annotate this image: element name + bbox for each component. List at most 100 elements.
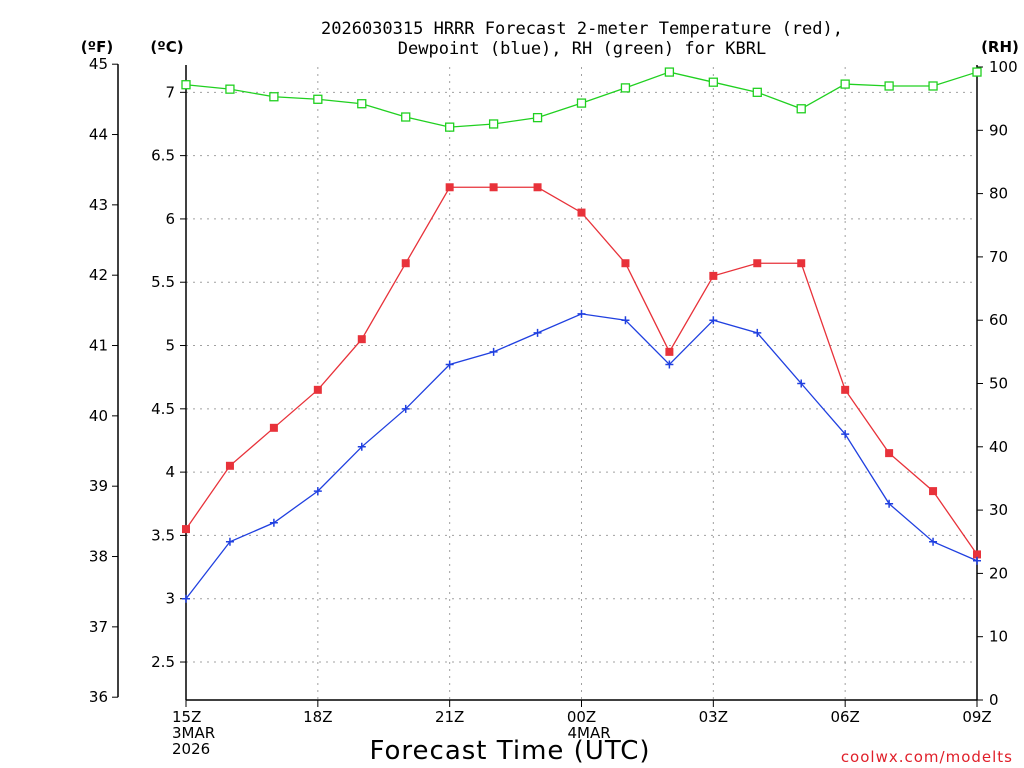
rh-tick-label: 10: [989, 628, 1008, 646]
celsius-tick-label: 3.5: [151, 526, 175, 544]
data-point: [489, 347, 498, 356]
data-point: [665, 347, 674, 356]
x-tick-label: 18Z: [303, 708, 332, 726]
celsius-tick-label: 5.5: [151, 273, 175, 291]
rh-tick-label: 80: [989, 185, 1008, 203]
data-point: [752, 87, 762, 97]
x-tick-label: 15Z: [172, 708, 201, 726]
rh-tick-label: 20: [989, 564, 1008, 582]
chart-title: 2026030315 HRRR Forecast 2-meter Tempera…: [321, 19, 843, 59]
data-point: [841, 430, 850, 439]
data-point: [533, 328, 542, 337]
rh-tick-label: 100: [989, 58, 1018, 76]
data-point: [621, 259, 630, 268]
data-point: [797, 259, 806, 268]
x-tick-label: 00Z: [567, 708, 596, 726]
data-series: [181, 67, 982, 603]
data-point: [489, 183, 498, 192]
fahrenheit-tick-label: 36: [89, 688, 108, 706]
data-point: [445, 183, 454, 192]
data-point: [401, 259, 410, 268]
data-point: [929, 537, 938, 546]
axes: 2.5 3 3.5 4 4.5 5 5.5 6 6.5 7 36 37 38 39 40 41 42 43 44 45…: [89, 55, 1018, 758]
data-point: [269, 518, 278, 527]
rh-tick-label: 70: [989, 248, 1008, 266]
data-point: [488, 119, 499, 129]
data-point: [708, 77, 718, 87]
series-dewpoint: [182, 309, 981, 603]
fahrenheit-tick-label: 39: [89, 477, 108, 495]
data-point: [709, 271, 718, 280]
data-point: [532, 112, 543, 123]
fahrenheit-tick-label: 43: [89, 196, 108, 214]
rh-tick-label: 30: [989, 501, 1008, 519]
data-point: [973, 550, 981, 559]
grid-lines: [186, 67, 977, 700]
rh-tick-label: 50: [989, 375, 1008, 393]
data-point: [225, 84, 235, 94]
rh-tick-label: 0: [989, 691, 999, 709]
x-tick-label: 09Z: [962, 708, 991, 726]
data-point: [182, 594, 190, 603]
data-point: [445, 360, 454, 369]
celsius-tick-label: 6: [165, 210, 175, 228]
data-point: [884, 81, 894, 91]
data-point: [181, 80, 191, 90]
celsius-unit-label: (ºC): [150, 38, 183, 56]
fahrenheit-tick-label: 44: [89, 126, 108, 144]
data-point: [225, 537, 234, 546]
data-point: [357, 99, 367, 109]
fahrenheit-tick-label: 38: [89, 548, 108, 566]
rh-tick-label: 90: [989, 121, 1008, 139]
data-point: [840, 79, 850, 89]
data-point: [929, 487, 938, 496]
data-point: [841, 385, 850, 394]
data-point: [313, 385, 322, 394]
chart-title-line-2: Dewpoint (blue), RH (green) for KBRL: [398, 39, 766, 59]
data-point: [357, 442, 366, 451]
data-point: [225, 461, 234, 470]
series-temperature: [182, 183, 981, 559]
fahrenheit-tick-label: 42: [89, 266, 108, 284]
data-point: [620, 83, 631, 93]
celsius-tick-label: 7: [165, 83, 175, 101]
data-point: [797, 379, 806, 388]
celsius-tick-label: 4: [165, 463, 175, 481]
rh-unit-label: (RH): [981, 38, 1019, 56]
x-tick-label: 2026: [172, 740, 210, 758]
celsius-tick-label: 5: [165, 337, 175, 355]
chart-title-line-1: 2026030315 HRRR Forecast 2-meter Tempera…: [321, 19, 843, 39]
data-point: [972, 67, 982, 77]
series-line: [185, 313, 978, 600]
data-point: [401, 404, 410, 413]
data-point: [753, 328, 762, 337]
rh-tick-label: 60: [989, 311, 1008, 329]
data-point: [753, 259, 762, 268]
data-point: [665, 360, 674, 369]
data-point: [621, 316, 630, 325]
data-point: [664, 67, 675, 77]
data-point: [269, 423, 278, 432]
fahrenheit-tick-label: 40: [89, 407, 108, 425]
fahrenheit-tick-label: 41: [89, 337, 108, 355]
data-point: [401, 112, 411, 122]
data-point: [973, 556, 981, 565]
fahrenheit-tick-label: 45: [89, 55, 108, 73]
data-point: [357, 335, 366, 344]
data-point: [182, 525, 190, 534]
data-point: [313, 94, 323, 104]
x-tick-label: 3MAR: [172, 724, 215, 742]
rh-tick-label: 40: [989, 438, 1008, 456]
data-point: [885, 449, 894, 458]
celsius-tick-label: 2.5: [151, 653, 175, 671]
x-tick-label: 03Z: [699, 708, 728, 726]
x-tick-label: 21Z: [435, 708, 464, 726]
celsius-tick-label: 6.5: [151, 147, 175, 165]
data-point: [576, 98, 587, 108]
data-point: [269, 92, 279, 102]
data-point: [533, 183, 542, 192]
fahrenheit-unit-label: (ºF): [81, 38, 113, 56]
celsius-tick-label: 3: [165, 590, 175, 608]
data-point: [313, 487, 322, 496]
